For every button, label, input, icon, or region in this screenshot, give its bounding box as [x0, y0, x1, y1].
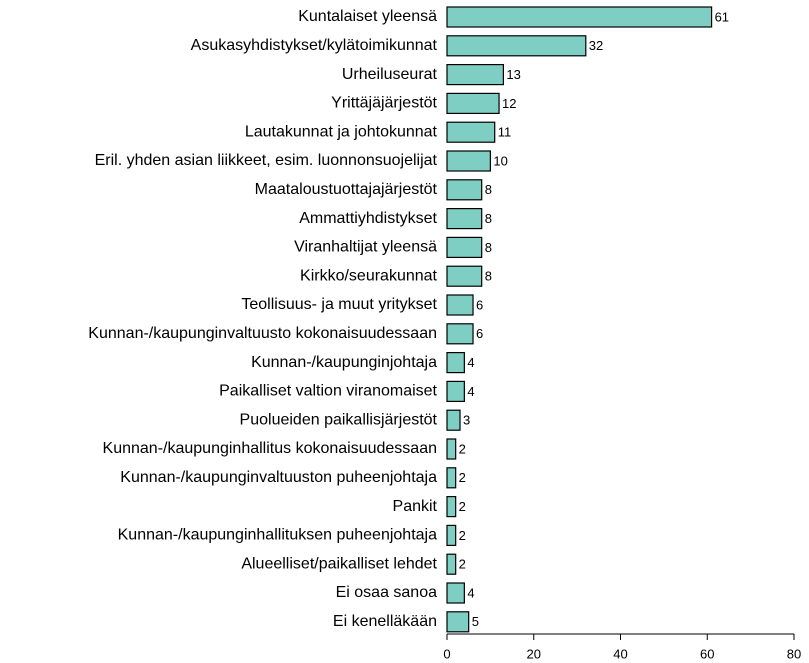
bar	[446, 92, 500, 115]
bar	[446, 208, 483, 230]
bar	[446, 409, 461, 431]
y-tick-label: Puolueiden paikallisjärjestöt	[240, 411, 438, 428]
y-tick-label: Kunnan-/kaupunginvaltuusto kokonaisuudes…	[88, 325, 437, 342]
value-label: 3	[463, 413, 470, 428]
bar	[446, 582, 465, 604]
value-label: 8	[485, 240, 492, 255]
bar	[446, 6, 713, 28]
y-tick-label: Kuntalaiset yleensä	[298, 8, 437, 25]
x-tick-label: 20	[527, 646, 541, 661]
y-tick-label: Viranhaltijat yleensä	[294, 239, 437, 256]
value-label: 5	[472, 614, 479, 629]
bar	[446, 265, 483, 287]
value-label: 13	[506, 67, 520, 82]
y-tick-label: Ei osaa sanoa	[336, 584, 438, 601]
x-tick-label: 0	[443, 646, 450, 661]
y-tick-label: Teollisuus- ja muut yritykset	[241, 296, 437, 313]
y-tick-label: Alueelliset/paikalliset lehdet	[241, 555, 437, 572]
value-label: 2	[459, 557, 466, 572]
y-tick-label: Asukasyhdistykset/kylätoimikunnat	[191, 37, 438, 54]
value-label: 4	[467, 384, 474, 399]
value-label: 8	[485, 182, 492, 197]
value-label: 6	[476, 297, 483, 312]
value-label: 2	[459, 528, 466, 543]
value-label: 11	[498, 125, 512, 140]
bar	[446, 150, 491, 172]
bar	[446, 35, 587, 57]
bar	[446, 467, 457, 489]
y-tick-label: Maataloustuottajajärjestöt	[255, 181, 438, 198]
y-tick-label: Kirkko/seurakunnat	[300, 267, 438, 284]
value-label: 12	[502, 96, 516, 111]
bar	[446, 496, 457, 518]
value-label: 2	[459, 470, 466, 485]
bar	[446, 352, 465, 374]
x-tick-label: 80	[787, 646, 801, 661]
y-tick-label: Eril. yhden asian liikkeet, esim. luonno…	[95, 152, 438, 169]
bar	[446, 611, 470, 633]
bar	[446, 121, 496, 143]
y-tick-label: Kunnan-/kaupunginvaltuuston puheenjohtaj…	[120, 469, 437, 486]
value-label: 61	[715, 9, 729, 24]
bar	[446, 236, 483, 258]
y-tick-label: Lautakunnat ja johtokunnat	[245, 123, 438, 140]
bar	[446, 380, 465, 402]
y-tick-label: Kunnan-/kaupunginhallitus kokonaisuudess…	[103, 440, 437, 457]
value-label: 4	[467, 355, 474, 370]
bar	[446, 294, 474, 316]
value-label: 32	[589, 38, 603, 53]
bar	[446, 323, 474, 345]
bar	[446, 438, 457, 460]
value-label: 8	[485, 211, 492, 226]
y-tick-label: Ei kenelläkään	[333, 613, 437, 630]
y-tick-label: Kunnan-/kaupunginjohtaja	[251, 354, 437, 371]
x-tick-label: 60	[700, 646, 714, 661]
y-tick-label: Paikalliset valtion viranomaiset	[219, 383, 437, 400]
value-label: 2	[459, 441, 466, 456]
value-label: 6	[476, 326, 483, 341]
y-tick-label: Kunnan-/kaupunginhallituksen puheenjohta…	[118, 527, 437, 544]
y-tick-label: Ammattiyhdistykset	[299, 210, 437, 227]
bar	[446, 524, 457, 547]
bar	[446, 63, 504, 86]
y-tick-label: Urheiluseurat	[342, 66, 438, 83]
value-label: 2	[459, 499, 466, 514]
bar	[446, 553, 457, 575]
value-label: 8	[485, 269, 492, 284]
y-tick-label: Pankit	[393, 498, 438, 515]
bar	[446, 179, 483, 201]
value-label: 4	[467, 585, 474, 600]
x-tick-label: 40	[613, 646, 627, 661]
y-tick-label: Yrittäjäjärjestöt	[331, 95, 437, 112]
value-label: 10	[493, 153, 507, 168]
